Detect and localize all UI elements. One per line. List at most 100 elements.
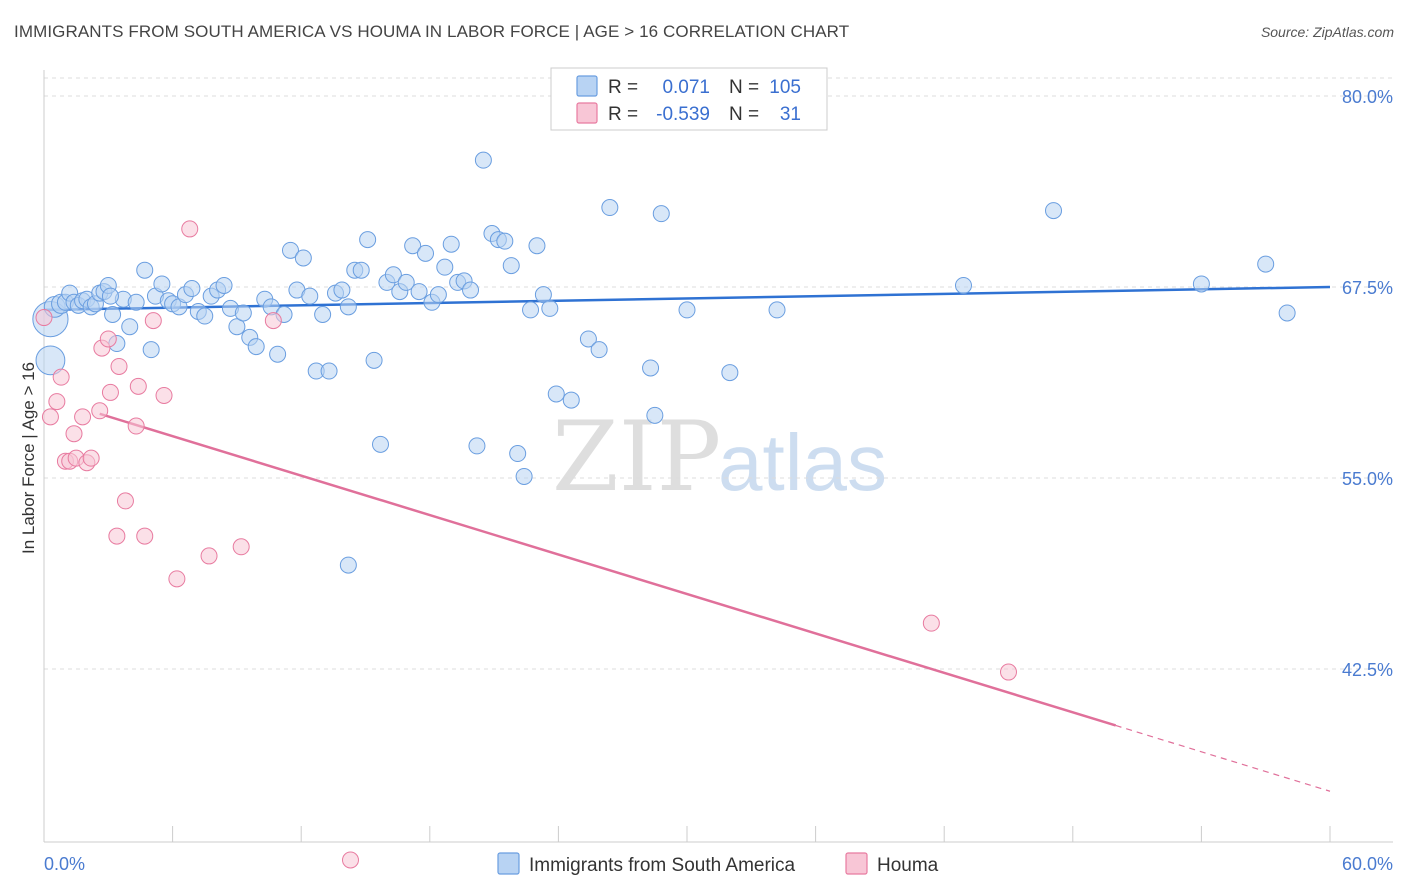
point-south-america: [436, 258, 454, 276]
point-south-america: [678, 301, 696, 319]
point-south-america: [474, 151, 492, 169]
point-south-america: [590, 341, 608, 359]
y-tick-label: 42.5%: [1342, 660, 1393, 680]
point-south-america: [228, 318, 246, 336]
watermark-zip: ZIP: [552, 401, 721, 513]
bottom-legend-label-south-america: Immigrants from South America: [529, 855, 796, 876]
bottom-legend-swatch-south-america: [497, 852, 520, 875]
point-south-america: [301, 287, 319, 305]
trendline-houma-extension: [1115, 724, 1331, 792]
point-south-america: [502, 257, 520, 275]
bottom-legend-label-houma: Houma: [877, 855, 939, 876]
point-south-america: [429, 286, 447, 304]
point-south-america: [1278, 304, 1296, 322]
trendlines: [43, 285, 1331, 792]
point-houma: [74, 408, 92, 426]
point-south-america: [183, 280, 201, 298]
point-houma: [41, 408, 59, 426]
point-south-america: [442, 235, 460, 253]
point-south-america: [534, 286, 552, 304]
bottom-legend-swatch-houma: [845, 852, 868, 875]
point-houma: [155, 386, 173, 404]
legend-swatch-houma: [576, 102, 598, 124]
axes: [43, 70, 1393, 843]
point-south-america: [247, 338, 265, 356]
point-south-america: [314, 306, 332, 324]
point-south-america: [127, 293, 145, 311]
y-tick-label: 67.5%: [1342, 278, 1393, 298]
point-south-america: [642, 359, 660, 377]
gridlines: [44, 77, 1393, 670]
point-south-america: [462, 281, 480, 299]
point-houma: [127, 417, 145, 435]
point-south-america: [1257, 255, 1275, 273]
y-axis-label: In Labor Force | Age > 16: [19, 362, 38, 554]
point-south-america: [101, 287, 119, 305]
point-houma: [922, 614, 940, 632]
y-tick-labels: 42.5% 55.0% 67.5% 80.0%: [1342, 87, 1393, 680]
point-south-america: [352, 261, 370, 279]
point-houma: [48, 393, 66, 411]
point-south-america: [528, 237, 546, 255]
point-south-america: [397, 273, 415, 291]
point-south-america: [196, 307, 214, 325]
point-houma: [129, 377, 147, 395]
point-south-america: [320, 362, 338, 380]
point-south-america: [215, 276, 233, 294]
point-south-america: [721, 364, 739, 382]
point-houma: [144, 312, 162, 330]
point-south-america: [136, 261, 154, 279]
point-houma: [341, 851, 359, 869]
point-south-america: [515, 467, 533, 485]
point-houma: [136, 527, 154, 545]
point-south-america: [372, 435, 390, 453]
point-south-america: [954, 276, 972, 294]
legend-r-value-2: -0.539: [656, 104, 710, 125]
point-south-america: [601, 199, 619, 217]
data-points: [32, 151, 1296, 869]
trendline-south-america: [43, 285, 1331, 312]
point-houma: [181, 220, 199, 238]
point-houma: [65, 425, 83, 443]
point-south-america: [294, 249, 312, 267]
point-south-america: [104, 306, 122, 324]
point-south-america: [541, 299, 559, 317]
point-south-america: [468, 437, 486, 455]
point-houma: [200, 547, 218, 565]
point-south-america: [562, 391, 580, 409]
point-houma: [35, 309, 53, 327]
y-tick-label: 55.0%: [1342, 469, 1393, 489]
x-tick-label-max: 60.0%: [1342, 854, 1393, 874]
source-note: Source: ZipAtlas.com: [1260, 24, 1394, 40]
point-south-america: [652, 205, 670, 223]
legend-n-label-1: N =: [729, 77, 759, 98]
chart-title: IMMIGRANTS FROM SOUTH AMERICA VS HOUMA I…: [14, 22, 850, 41]
point-houma: [110, 357, 128, 375]
point-houma: [82, 449, 100, 467]
point-houma: [232, 538, 250, 556]
point-south-america: [281, 241, 299, 259]
point-houma: [91, 402, 109, 420]
legend-r-label-1: R =: [608, 77, 638, 98]
point-south-america: [547, 385, 565, 403]
legend: R = 0.071 N = 105 R = -0.539 N = 31: [550, 67, 828, 131]
point-south-america: [333, 281, 351, 299]
point-south-america: [234, 304, 252, 322]
point-south-america: [269, 345, 287, 363]
point-south-america: [496, 232, 514, 250]
trendline-houma: [99, 412, 1117, 727]
legend-swatch-south-america: [576, 75, 598, 97]
y-tick-label: 80.0%: [1342, 87, 1393, 107]
legend-r-value-1: 0.071: [662, 77, 710, 98]
point-houma: [101, 383, 119, 401]
point-houma: [1000, 663, 1017, 681]
watermark-atlas: atlas: [718, 418, 887, 507]
legend-n-value-1: 105: [769, 77, 801, 98]
legend-n-value-2: 31: [780, 104, 801, 125]
point-houma: [168, 570, 186, 588]
point-south-america: [339, 298, 357, 316]
point-south-america: [417, 244, 435, 262]
point-south-america: [1045, 202, 1063, 220]
point-south-america: [384, 266, 402, 284]
